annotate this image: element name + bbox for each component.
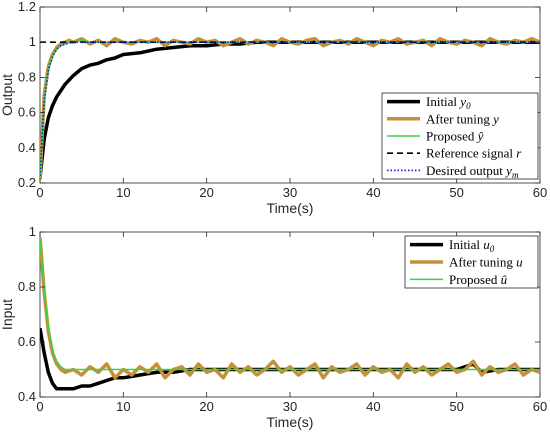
y-tick-label: 0.2 [18, 175, 36, 190]
output-plot: 0 10 20 30 40 50 60 0.2 0.4 0.6 0.8 1 1.2 Time(s) Outp… [0, 0, 547, 216]
y-tick-label: 0.4 [18, 140, 36, 155]
legend-entry-label: Initial u0 [449, 237, 495, 254]
series-line-2 [40, 240, 540, 371]
legend-symbol: y [491, 111, 499, 126]
y-tick-label: 1 [29, 34, 36, 49]
x-tick-label: 10 [116, 185, 130, 200]
x-tick-label: 60 [533, 399, 547, 414]
y-tick-label: 0.8 [18, 279, 36, 294]
legend-name: Initial [426, 94, 460, 109]
legend-symbol: u [516, 255, 523, 270]
y-tick-label: 0.4 [18, 389, 36, 404]
x-tick-label: 40 [366, 399, 380, 414]
x-tick-label: 10 [116, 399, 130, 414]
series-line-1 [40, 237, 540, 380]
x-tick-label: 50 [449, 185, 463, 200]
legend-symbol: y [504, 163, 512, 178]
x-tick-label: 30 [283, 185, 297, 200]
input-plot: 0 10 20 30 40 50 60 0.4 0.6 0.8 1 Time(s) Input Initi… [0, 224, 547, 430]
y-tick-label: 0.6 [18, 105, 36, 120]
x-tick-label: 60 [533, 185, 547, 200]
x-tick-label: 50 [449, 399, 463, 414]
legend-entry-label: Reference signal r [426, 146, 522, 161]
legend-subscript: 0 [466, 101, 471, 111]
legend-symbol: ŷ [476, 129, 484, 144]
legend-name: After tuning [449, 255, 516, 270]
y-axis-label: Input [0, 299, 15, 330]
y-tick-label: 1 [29, 224, 36, 239]
legend-subscript: 0 [490, 244, 495, 254]
legend-name: Proposed [426, 129, 478, 144]
legend-entry-label: Initial y0 [426, 94, 471, 111]
legend-symbol: r [516, 146, 522, 161]
x-tick-label: 40 [366, 185, 380, 200]
x-tick-label: 0 [36, 399, 43, 414]
legend-name: After tuning [426, 111, 493, 126]
legend-entry-label: Desired output ym [426, 163, 519, 180]
legend-symbol: û [501, 272, 508, 287]
y-tick-label: 0.8 [18, 69, 36, 84]
x-tick-label: 20 [199, 185, 213, 200]
series-group [40, 237, 540, 391]
series-line-4 [40, 41, 540, 177]
x-tick-label: 30 [283, 399, 297, 414]
legend-name: Initial [449, 237, 483, 252]
legend-name: Desired output [426, 163, 506, 178]
x-axis-label: Time(s) [267, 414, 314, 430]
legend-entry-label: Proposed ŷ [426, 129, 484, 144]
y-axis-label: Output [0, 74, 15, 116]
legend-name: Proposed [449, 272, 501, 287]
legend-symbol: y [458, 94, 466, 109]
x-axis-label: Time(s) [267, 200, 314, 216]
x-tick-label: 0 [36, 185, 43, 200]
y-tick-label: 0.6 [18, 334, 36, 349]
legend-entry-label: After tuning u [449, 255, 523, 270]
legend-name: Reference signal [426, 146, 516, 161]
legend-subscript: m [512, 170, 519, 180]
legend-entry-label: Proposed û [449, 272, 508, 287]
y-tick-label: 1.2 [18, 0, 36, 14]
legend-entry-label: After tuning y [426, 111, 499, 126]
series-group [40, 36, 540, 180]
x-tick-label: 20 [199, 399, 213, 414]
legend-symbol: u [483, 237, 490, 252]
